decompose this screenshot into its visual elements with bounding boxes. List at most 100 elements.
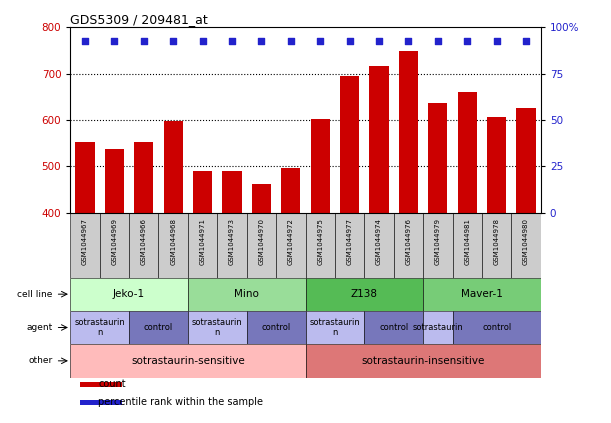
Bar — [423, 311, 453, 344]
Text: GSM1044968: GSM1044968 — [170, 218, 176, 265]
Bar — [158, 213, 188, 277]
Bar — [393, 213, 423, 277]
Bar — [70, 277, 188, 311]
Text: sotrastaurin
n: sotrastaurin n — [192, 318, 243, 337]
Text: control: control — [482, 323, 511, 332]
Point — [109, 38, 119, 45]
Bar — [458, 92, 477, 213]
Bar — [75, 142, 95, 213]
Text: GSM1044979: GSM1044979 — [435, 218, 441, 265]
Text: GSM1044972: GSM1044972 — [288, 218, 294, 265]
Bar — [247, 213, 276, 277]
Point — [345, 38, 354, 45]
Bar — [423, 213, 453, 277]
Text: GSM1044978: GSM1044978 — [494, 218, 500, 265]
Bar — [511, 213, 541, 277]
Text: GSM1044969: GSM1044969 — [111, 218, 117, 265]
Bar — [70, 311, 129, 344]
Text: Z138: Z138 — [351, 289, 378, 299]
Bar — [364, 311, 423, 344]
Point — [286, 38, 296, 45]
Bar — [188, 277, 306, 311]
Text: cell line: cell line — [17, 290, 53, 299]
Point — [257, 38, 266, 45]
Text: GSM1044966: GSM1044966 — [141, 218, 147, 265]
Point — [227, 38, 237, 45]
Text: GDS5309 / 209481_at: GDS5309 / 209481_at — [70, 14, 208, 26]
Text: GSM1044974: GSM1044974 — [376, 218, 382, 265]
Point — [315, 38, 325, 45]
Bar — [487, 117, 506, 213]
Text: GSM1044980: GSM1044980 — [523, 218, 529, 265]
Bar — [276, 213, 306, 277]
Bar — [335, 213, 364, 277]
Bar — [252, 184, 271, 213]
Bar — [188, 311, 247, 344]
Text: sotrastaurin
n: sotrastaurin n — [310, 318, 360, 337]
Text: control: control — [262, 323, 291, 332]
Bar — [222, 170, 241, 213]
Bar — [218, 213, 247, 277]
Bar — [423, 277, 541, 311]
Text: GSM1044977: GSM1044977 — [346, 218, 353, 265]
Text: percentile rank within the sample: percentile rank within the sample — [98, 397, 263, 407]
Text: control: control — [379, 323, 408, 332]
Point — [463, 38, 472, 45]
Bar — [70, 213, 100, 277]
Text: Maver-1: Maver-1 — [461, 289, 503, 299]
Text: count: count — [98, 379, 126, 389]
Text: GSM1044970: GSM1044970 — [258, 218, 265, 265]
Bar — [306, 277, 423, 311]
Point — [403, 38, 413, 45]
Point — [374, 38, 384, 45]
Bar — [399, 51, 418, 213]
Point — [139, 38, 148, 45]
Point — [198, 38, 208, 45]
Text: GSM1044973: GSM1044973 — [229, 218, 235, 265]
Bar — [164, 121, 183, 213]
Point — [80, 38, 90, 45]
Point — [168, 38, 178, 45]
Bar — [281, 168, 301, 213]
Bar — [482, 213, 511, 277]
Bar — [129, 311, 188, 344]
Bar — [370, 66, 389, 213]
Point — [521, 38, 531, 45]
Bar — [306, 213, 335, 277]
Bar — [310, 119, 330, 213]
Bar — [79, 400, 122, 404]
Point — [433, 38, 443, 45]
Text: GSM1044971: GSM1044971 — [200, 218, 205, 265]
Text: agent: agent — [26, 323, 53, 332]
Bar — [453, 213, 482, 277]
Text: sotrastaurin-sensitive: sotrastaurin-sensitive — [131, 356, 245, 366]
Bar — [306, 344, 541, 377]
Bar — [516, 108, 536, 213]
Bar — [247, 311, 306, 344]
Bar — [428, 103, 447, 213]
Text: GSM1044975: GSM1044975 — [317, 218, 323, 265]
Text: sotrastaurin-insensitive: sotrastaurin-insensitive — [362, 356, 485, 366]
Bar — [340, 76, 359, 213]
Text: Mino: Mino — [234, 289, 259, 299]
Text: sotrastaurin: sotrastaurin — [412, 323, 463, 332]
Bar — [100, 213, 129, 277]
Point — [492, 38, 502, 45]
Bar — [306, 311, 364, 344]
Bar — [188, 213, 218, 277]
Bar — [70, 344, 306, 377]
Bar — [105, 149, 124, 213]
Text: sotrastaurin
n: sotrastaurin n — [75, 318, 125, 337]
Text: Jeko-1: Jeko-1 — [113, 289, 145, 299]
Text: GSM1044976: GSM1044976 — [406, 218, 411, 265]
Bar — [193, 171, 212, 213]
Text: control: control — [144, 323, 173, 332]
Bar — [79, 382, 122, 387]
Bar — [134, 142, 153, 213]
Text: GSM1044967: GSM1044967 — [82, 218, 88, 265]
Bar — [453, 311, 541, 344]
Text: other: other — [28, 356, 53, 365]
Text: GSM1044981: GSM1044981 — [464, 218, 470, 265]
Bar — [364, 213, 393, 277]
Bar — [129, 213, 158, 277]
